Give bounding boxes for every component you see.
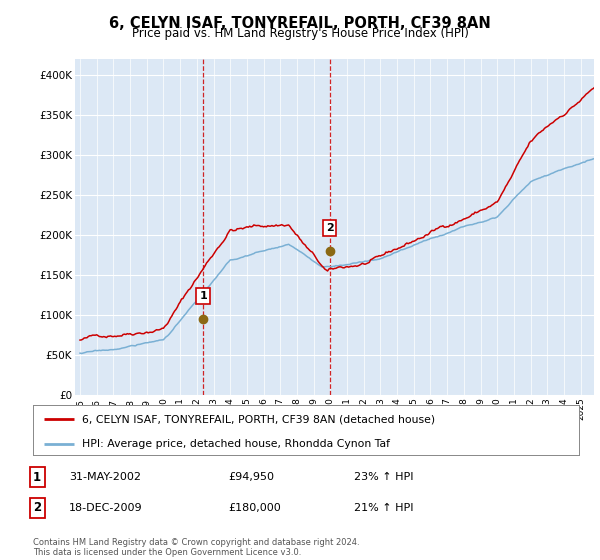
Text: £94,950: £94,950 xyxy=(228,472,274,482)
Text: 1: 1 xyxy=(199,291,207,301)
Text: 18-DEC-2009: 18-DEC-2009 xyxy=(69,503,143,513)
Text: 2: 2 xyxy=(33,501,41,515)
Text: 23% ↑ HPI: 23% ↑ HPI xyxy=(354,472,413,482)
Text: Contains HM Land Registry data © Crown copyright and database right 2024.
This d: Contains HM Land Registry data © Crown c… xyxy=(33,538,359,557)
Text: 6, CELYN ISAF, TONYREFAIL, PORTH, CF39 8AN (detached house): 6, CELYN ISAF, TONYREFAIL, PORTH, CF39 8… xyxy=(82,414,435,424)
Text: 6, CELYN ISAF, TONYREFAIL, PORTH, CF39 8AN: 6, CELYN ISAF, TONYREFAIL, PORTH, CF39 8… xyxy=(109,16,491,31)
Text: HPI: Average price, detached house, Rhondda Cynon Taf: HPI: Average price, detached house, Rhon… xyxy=(82,439,390,449)
Text: Price paid vs. HM Land Registry's House Price Index (HPI): Price paid vs. HM Land Registry's House … xyxy=(131,27,469,40)
Text: 31-MAY-2002: 31-MAY-2002 xyxy=(69,472,141,482)
Text: 1: 1 xyxy=(33,470,41,484)
Text: 21% ↑ HPI: 21% ↑ HPI xyxy=(354,503,413,513)
Text: 2: 2 xyxy=(326,223,334,233)
Text: £180,000: £180,000 xyxy=(228,503,281,513)
